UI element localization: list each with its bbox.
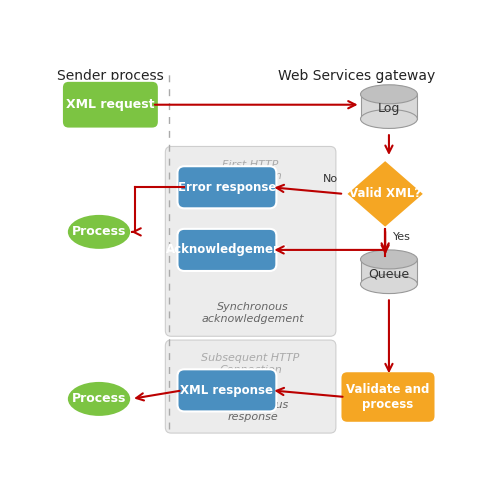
Text: Sender process: Sender process bbox=[57, 69, 163, 83]
FancyBboxPatch shape bbox=[62, 81, 159, 129]
FancyBboxPatch shape bbox=[165, 340, 335, 433]
Ellipse shape bbox=[67, 214, 131, 250]
Ellipse shape bbox=[360, 275, 417, 293]
Polygon shape bbox=[345, 160, 424, 228]
Polygon shape bbox=[360, 259, 416, 284]
Text: Synchronous
acknowledgement: Synchronous acknowledgement bbox=[201, 302, 303, 324]
FancyBboxPatch shape bbox=[165, 146, 335, 336]
FancyBboxPatch shape bbox=[177, 166, 276, 209]
Text: Process: Process bbox=[72, 392, 126, 405]
Text: Log: Log bbox=[377, 102, 399, 115]
Text: XML request: XML request bbox=[66, 98, 154, 111]
Ellipse shape bbox=[360, 109, 417, 129]
Text: Yes: Yes bbox=[392, 232, 410, 242]
Text: Subsequent HTTP
Connection: Subsequent HTTP Connection bbox=[201, 353, 299, 375]
Text: Valid XML?: Valid XML? bbox=[348, 187, 420, 201]
Text: Process: Process bbox=[72, 225, 126, 239]
FancyBboxPatch shape bbox=[177, 229, 276, 271]
FancyBboxPatch shape bbox=[340, 371, 435, 423]
Text: Aynchronous
response: Aynchronous response bbox=[216, 400, 288, 422]
Ellipse shape bbox=[360, 250, 417, 269]
Text: Web Services gateway: Web Services gateway bbox=[278, 69, 434, 83]
Text: Queue: Queue bbox=[367, 267, 408, 280]
Ellipse shape bbox=[67, 381, 131, 417]
FancyBboxPatch shape bbox=[177, 369, 276, 412]
Text: First HTTP
Connection: First HTTP Connection bbox=[219, 160, 282, 181]
Text: Error response: Error response bbox=[177, 181, 276, 194]
Ellipse shape bbox=[360, 85, 417, 104]
Text: No: No bbox=[323, 175, 338, 184]
Text: Validate and
process: Validate and process bbox=[346, 383, 429, 411]
Polygon shape bbox=[360, 94, 416, 119]
Text: XML response: XML response bbox=[180, 384, 273, 397]
Text: Acknowledgement: Acknowledgement bbox=[165, 244, 287, 256]
